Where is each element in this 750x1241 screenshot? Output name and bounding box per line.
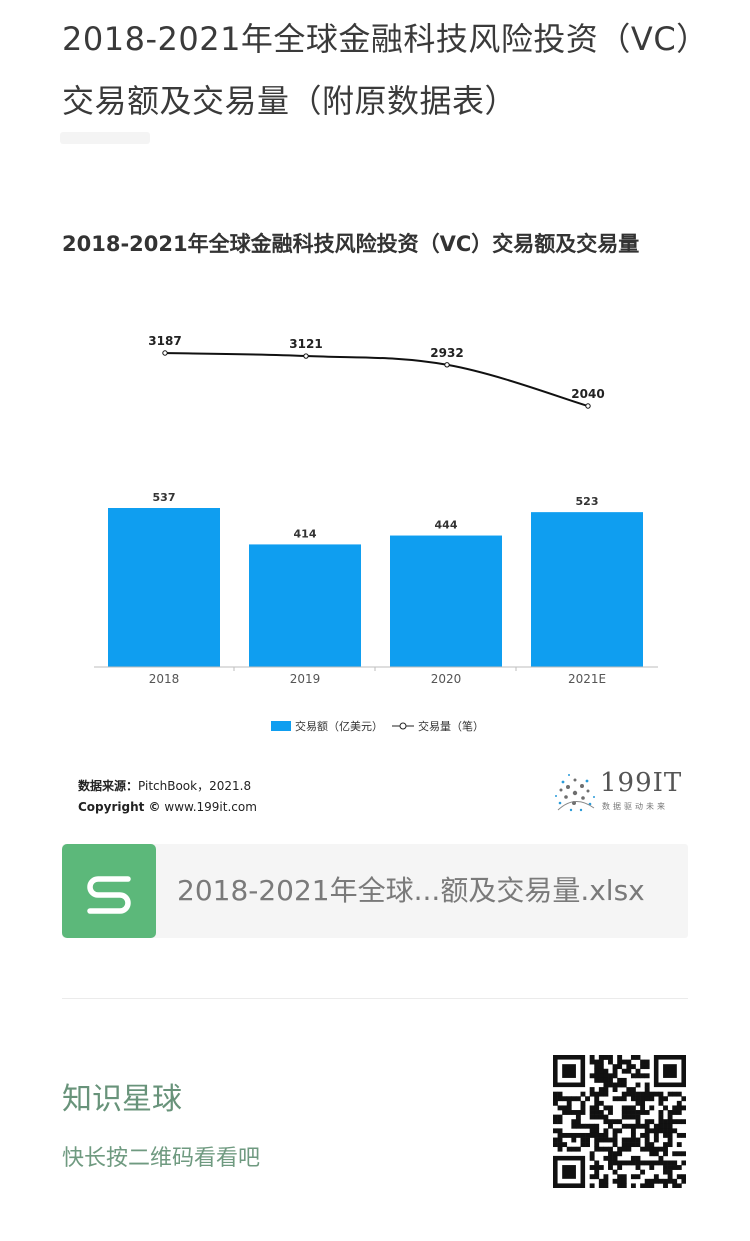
volume-point: [585, 403, 591, 409]
bar-2021E: [531, 512, 643, 667]
volume-point: [444, 362, 450, 368]
volume-point: [303, 353, 309, 359]
article-meta-faint: [60, 132, 150, 144]
bar-value-label: 414: [294, 527, 317, 540]
copyright-text: www.199it.com: [164, 800, 257, 814]
bar-2020: [390, 535, 502, 667]
chart: 537 414 444 523 2018 2019 2020 2021E 3187 3121 2…: [94, 334, 658, 733]
planet-subtitle: 快长按二维码看看吧: [62, 1146, 261, 1171]
qr-code-icon[interactable]: [553, 1055, 686, 1188]
bar-value-label: 537: [153, 491, 176, 504]
x-tick-label: 2020: [431, 672, 462, 686]
bar-2019: [249, 544, 361, 667]
divider: [62, 998, 688, 999]
volume-value-label: 3187: [148, 334, 181, 348]
source-block: 数据来源：PitchBook，2021.8 Copyright © www.19…: [78, 776, 257, 818]
volume-value-label: 3121: [289, 337, 322, 351]
planet-title: 知识星球: [62, 1082, 182, 1117]
chart-title: 2018-2021年全球金融科技风险投资（VC）交易额及交易量: [62, 232, 640, 256]
attachment-filename: 2018-2021年全球...额及交易量.xlsx: [177, 874, 645, 907]
brand-name: 199IT: [600, 768, 683, 798]
article-title: 2018-2021年全球金融科技风险投资（VC）交易额及交易量（附原数据表）: [62, 20, 693, 120]
spreadsheet-s-icon: [62, 844, 156, 938]
brand-logo: 199IT 数据驱动未来: [552, 768, 682, 816]
volume-point: [162, 350, 168, 356]
brand-tagline: 数据驱动未来: [602, 802, 668, 811]
legend-line-label: 交易量（笔）: [418, 719, 484, 733]
chart-legend: 交易额（亿美元） 交易量（笔）: [271, 719, 484, 733]
attachment-card[interactable]: 2018-2021年全球...额及交易量.xlsx: [62, 844, 688, 938]
source-line: 数据来源：PitchBook，2021.8: [78, 776, 257, 797]
legend-bar-label: 交易额（亿美元）: [295, 719, 383, 733]
x-tick-label: 2021E: [568, 672, 606, 686]
legend-bar-swatch: [271, 721, 291, 731]
legend-line-marker: [399, 722, 407, 730]
x-tick-label: 2018: [149, 672, 180, 686]
copyright-line: Copyright © www.199it.com: [78, 797, 257, 818]
source-text: PitchBook，2021.8: [138, 779, 252, 793]
bar-value-label: 444: [435, 519, 458, 532]
volume-value-label: 2040: [571, 387, 604, 401]
source-label: 数据来源：: [78, 779, 139, 793]
brand-dots-icon: [555, 774, 595, 812]
x-tick-label: 2019: [290, 672, 321, 686]
bar-value-label: 523: [576, 495, 599, 508]
volume-value-label: 2932: [430, 346, 463, 360]
bar-2018: [108, 508, 220, 667]
volume-line: [164, 352, 589, 407]
copyright-label: Copyright ©: [78, 800, 161, 814]
